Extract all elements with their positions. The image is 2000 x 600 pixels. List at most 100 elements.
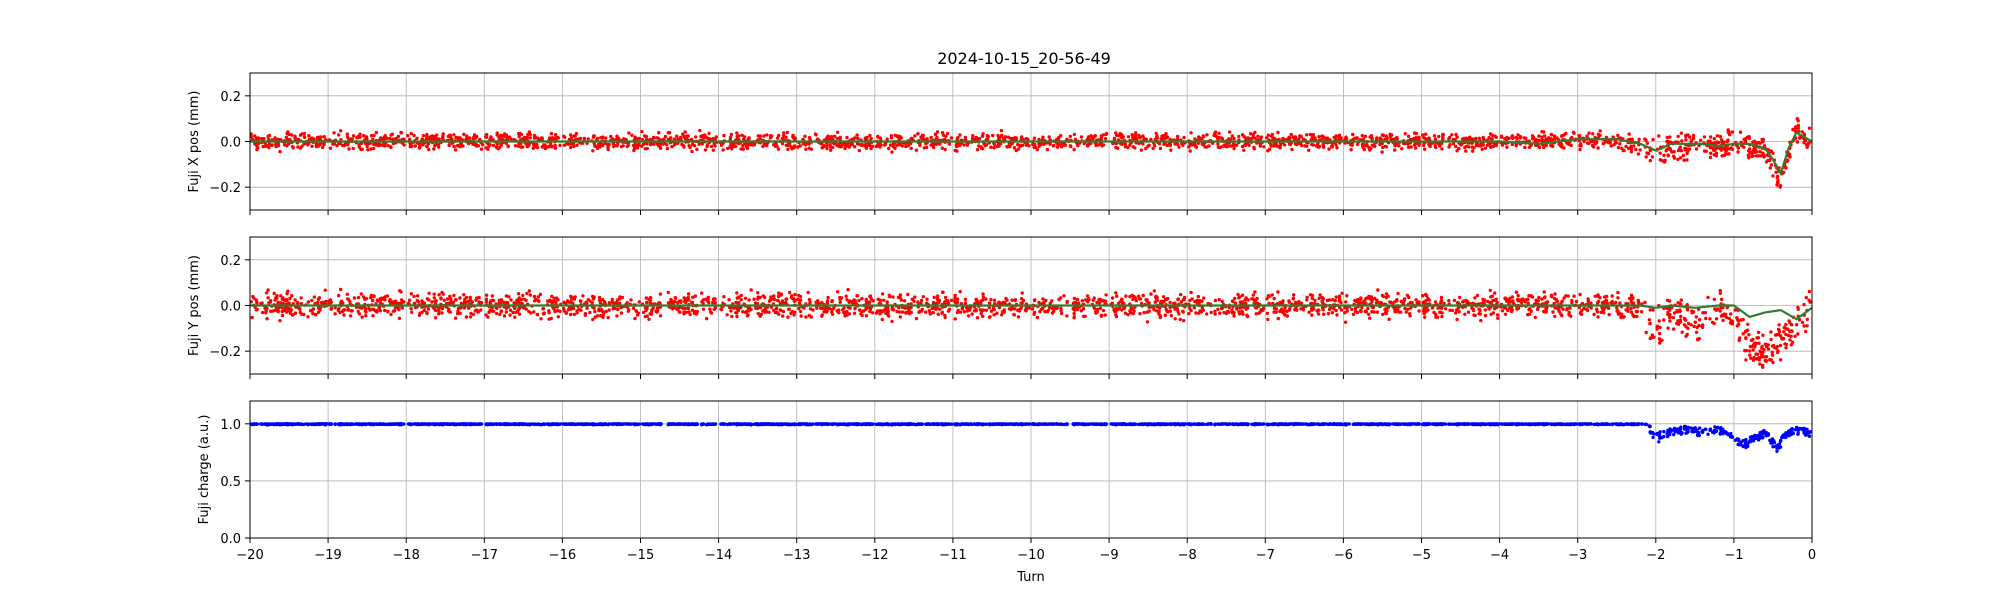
data-point — [878, 298, 883, 303]
data-point — [752, 143, 757, 147]
data-point — [1313, 298, 1317, 302]
data-point — [1343, 306, 1347, 310]
data-point — [372, 146, 376, 151]
data-point — [1237, 312, 1242, 316]
data-point — [1523, 145, 1527, 150]
data-point — [291, 313, 295, 317]
data-point — [1080, 299, 1085, 303]
data-point — [1714, 317, 1719, 321]
data-point — [1408, 314, 1412, 318]
data-point — [1317, 296, 1321, 301]
data-point — [1099, 299, 1104, 303]
data-point — [819, 306, 823, 310]
data-point — [359, 292, 363, 296]
data-point — [1202, 296, 1206, 300]
data-point — [658, 146, 663, 150]
data-point — [1321, 142, 1325, 146]
data-point — [1756, 330, 1761, 335]
data-point — [1350, 142, 1354, 146]
data-point — [441, 292, 445, 296]
data-point — [891, 142, 896, 146]
data-point — [1596, 315, 1600, 319]
data-point — [1672, 327, 1676, 331]
data-point — [491, 143, 496, 147]
data-point — [1735, 316, 1739, 320]
data-point — [1381, 133, 1386, 138]
data-point — [357, 145, 362, 149]
data-point — [382, 144, 387, 148]
data-point — [302, 131, 307, 136]
data-point — [1781, 170, 1786, 174]
data-point — [1266, 133, 1271, 137]
data-point — [1738, 130, 1743, 134]
data-point — [1266, 149, 1270, 153]
data-point — [1030, 307, 1035, 311]
data-point — [1458, 295, 1462, 300]
data-point — [1500, 309, 1505, 313]
data-point — [1667, 315, 1672, 320]
data-point — [1747, 147, 1752, 151]
data-point — [575, 143, 579, 147]
data-point — [1216, 142, 1220, 146]
data-point — [1227, 310, 1231, 314]
data-point — [630, 133, 634, 137]
data-point — [1397, 310, 1401, 314]
data-point — [1384, 134, 1389, 138]
data-point — [1687, 147, 1692, 151]
data-point — [337, 307, 341, 311]
data-point — [1295, 142, 1299, 147]
data-point — [604, 136, 608, 140]
data-point — [807, 297, 812, 302]
data-point — [1805, 145, 1809, 149]
data-point — [931, 311, 935, 315]
data-point — [1164, 132, 1168, 136]
data-point — [578, 136, 583, 141]
data-point — [1282, 312, 1286, 316]
data-point — [1272, 296, 1276, 301]
data-point — [1424, 292, 1428, 297]
data-point — [1686, 321, 1691, 326]
data-point — [645, 146, 649, 151]
data-point — [887, 293, 891, 297]
data-point — [1037, 300, 1041, 305]
data-point — [547, 317, 551, 321]
data-point — [1655, 327, 1659, 331]
data-point — [899, 298, 904, 302]
data-point — [567, 137, 571, 142]
data-point — [925, 297, 929, 301]
data-point — [1098, 306, 1103, 310]
data-point — [1534, 139, 1538, 143]
data-point — [1232, 141, 1236, 146]
data-point — [929, 143, 933, 147]
data-point — [965, 309, 970, 313]
data-point — [1614, 141, 1619, 145]
data-point — [1177, 312, 1181, 316]
data-point — [418, 145, 422, 149]
data-point — [1406, 145, 1411, 149]
data-point — [774, 306, 779, 310]
data-point — [799, 314, 803, 318]
data-point — [904, 311, 908, 315]
data-point — [1137, 294, 1141, 298]
data-point — [1470, 306, 1474, 310]
data-point — [1013, 298, 1018, 302]
data-point — [339, 301, 343, 305]
data-point — [528, 132, 532, 137]
data-point — [1065, 300, 1069, 305]
data-point — [339, 129, 343, 133]
data-point — [1423, 147, 1427, 151]
data-point — [1000, 313, 1004, 317]
data-point — [1072, 296, 1077, 301]
data-point — [864, 299, 868, 303]
data-point — [371, 314, 375, 318]
data-point — [1450, 308, 1455, 313]
data-point — [1592, 312, 1596, 317]
data-point — [934, 301, 938, 306]
data-point — [1611, 135, 1615, 139]
data-point — [552, 136, 557, 140]
data-point — [498, 301, 503, 305]
data-point — [1404, 310, 1409, 314]
data-point — [548, 136, 553, 141]
data-point — [1747, 333, 1751, 337]
data-point — [989, 297, 993, 302]
